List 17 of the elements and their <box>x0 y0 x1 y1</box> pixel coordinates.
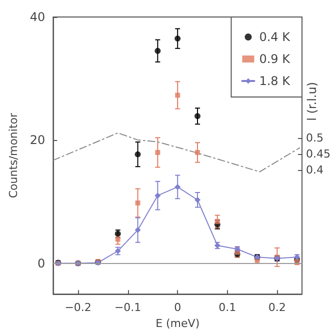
x-tick-label: −0.1 <box>114 301 142 314</box>
y2-axis-title: l (r.l.u) <box>305 82 319 121</box>
legend-label: 0.9 K <box>259 52 292 66</box>
y2-tick-label: 0.45 <box>306 147 330 160</box>
y-tick-label: 20 <box>30 133 46 148</box>
y-tick-label: 0 <box>38 256 46 270</box>
y2-tick-label: 0.4 <box>306 163 324 176</box>
legend-label: 0.4 K <box>259 30 292 44</box>
x-tick-label: 0 <box>174 301 182 314</box>
x-tick-label: 0.2 <box>268 301 286 314</box>
y-axis-title: Counts/monitor <box>7 112 20 198</box>
legend-label: 1.8 K <box>259 74 292 88</box>
x-tick-label: 0.1 <box>218 301 236 314</box>
y-tick-label: 40 <box>30 10 46 24</box>
x-axis-title: E (meV) <box>156 317 200 330</box>
y2-tick-label: 0.5 <box>306 132 324 145</box>
x-tick-label: −0.2 <box>64 301 92 314</box>
